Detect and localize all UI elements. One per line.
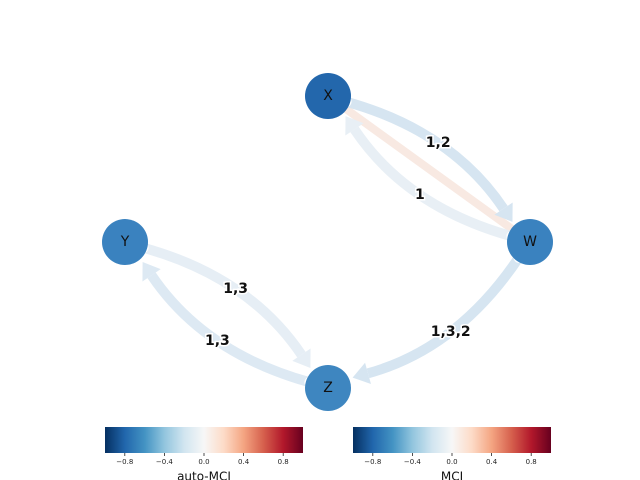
colorbar xyxy=(353,427,551,453)
colorbar-tick-label: 0.8 xyxy=(278,458,289,466)
colorbar-tick-label: 0.0 xyxy=(198,458,209,466)
edge-labels: 1,2 1 1,3 1,3 1,3,2 X Y W Z xyxy=(120,88,537,396)
colorbar-tick-label: 0.4 xyxy=(486,458,498,466)
colorbar-tick-label: 0.0 xyxy=(446,458,457,466)
node-label: Y xyxy=(120,234,130,250)
edge xyxy=(366,254,524,379)
edge-label: 1,3,2 xyxy=(431,324,471,340)
edge-label: 1 xyxy=(415,187,425,203)
colorbar-tick-label: −0.8 xyxy=(116,458,133,466)
node xyxy=(305,73,351,119)
colorbar-tick-label: −0.4 xyxy=(156,458,174,466)
colorbar xyxy=(105,427,303,453)
colorbar-tick-label: 0.4 xyxy=(238,458,250,466)
edge xyxy=(141,242,306,358)
edge-label: 1,2 xyxy=(426,135,451,151)
colorbars: −0.8 −0.4 0.0 0.4 0.8 auto-MCI −0.8 −0.4 0.0 0.4 0… xyxy=(105,427,551,480)
colorbar-tick-label: −0.4 xyxy=(404,458,422,466)
node-label: Z xyxy=(323,380,333,396)
colorbar-tick-label: −0.8 xyxy=(364,458,381,466)
node-label: X xyxy=(323,88,333,104)
node xyxy=(305,365,351,411)
arrowhead xyxy=(494,202,513,222)
nodes xyxy=(102,73,553,411)
colorbar-label: MCI xyxy=(441,470,463,480)
arrowhead xyxy=(292,348,311,368)
node xyxy=(102,219,148,265)
arrowhead xyxy=(142,262,161,282)
edge xyxy=(344,96,508,212)
edge-label: 1,3 xyxy=(205,333,230,349)
edge-label: 1,3 xyxy=(223,281,248,297)
edge xyxy=(147,272,312,388)
node-label: W xyxy=(523,234,537,250)
arrowhead xyxy=(352,362,371,384)
arrowhead xyxy=(345,116,364,136)
node xyxy=(507,219,553,265)
edge xyxy=(350,126,514,242)
colorbar-label: auto-MCI xyxy=(177,470,231,480)
contemporaneous-link xyxy=(324,92,534,246)
colorbar-tick-label: 0.8 xyxy=(526,458,537,466)
links xyxy=(141,92,534,388)
